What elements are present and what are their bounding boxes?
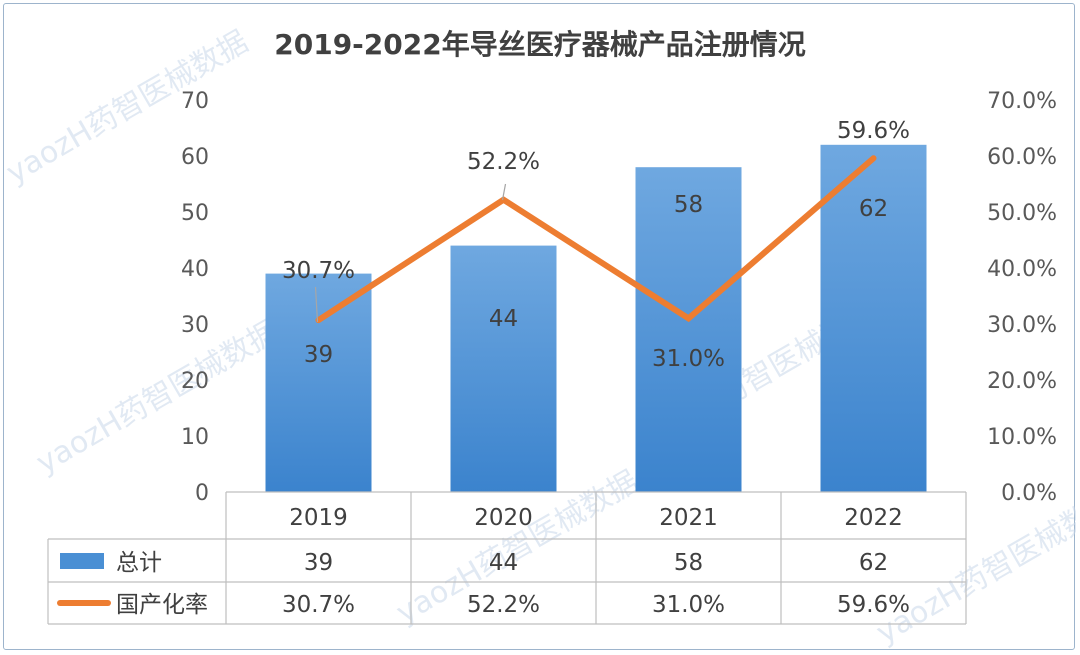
bar-data-label: 58: [674, 192, 703, 218]
bar: [635, 167, 742, 492]
line-series: [315, 155, 877, 324]
table-cell: 44: [489, 550, 518, 576]
watermark-text: yaozH药智医械数据: [4, 24, 254, 191]
right-tick-label: 30.0%: [987, 313, 1057, 338]
bar-data-labels: 39 44 58 62: [304, 192, 888, 368]
left-tick-label: 50: [181, 201, 209, 226]
data-table: 2019 2020 2021 2022 总计 39 44 58 62 国产化率 30.7% 52.2%…: [47, 491, 967, 625]
chart-title: 2019-2022年导丝医疗器械产品注册情况: [274, 28, 805, 61]
line-data-labels: 30.7% 52.2% 31.0% 59.6%: [282, 118, 910, 372]
bar-data-label: 44: [489, 306, 518, 332]
left-tick-label: 40: [181, 257, 209, 282]
right-tick-label: 60.0%: [987, 145, 1057, 170]
right-tick-label: 0.0%: [1001, 481, 1057, 506]
category-label: 2019: [289, 505, 348, 531]
bar: [820, 144, 927, 493]
category-label: 2021: [659, 505, 718, 531]
bar-data-label: 39: [304, 342, 333, 368]
left-tick-label: 10: [181, 425, 209, 450]
right-tick-label: 70.0%: [987, 89, 1057, 114]
rate-line: [315, 155, 877, 324]
left-tick-label: 20: [181, 369, 209, 394]
right-tick-label: 20.0%: [987, 369, 1057, 394]
left-axis-ticks: 0 10 20 30 40 50 60 70: [181, 89, 209, 506]
watermark-text: yaozH药智医械数据: [31, 314, 285, 481]
table-cell: 52.2%: [467, 592, 540, 618]
left-tick-label: 0: [195, 481, 209, 506]
rate-data-label: 31.0%: [652, 346, 725, 372]
right-tick-label: 10.0%: [987, 425, 1057, 450]
rate-data-label: 59.6%: [837, 118, 910, 144]
table-cell: 31.0%: [652, 592, 725, 618]
leader-line: [314, 286, 319, 323]
category-label: 2022: [844, 505, 903, 531]
table-cell: 39: [304, 550, 333, 576]
legend-bar-name: 总计: [116, 550, 162, 576]
chart-frame: yaozH药智医械数据 yaozH药智医械数据 yaozH药智医械数据 yaozH药智…: [3, 3, 1076, 651]
category-label: 2020: [474, 505, 533, 531]
table-cell: 62: [859, 550, 888, 576]
left-tick-label: 30: [181, 313, 209, 338]
legend-bar-swatch: [60, 553, 104, 569]
rate-data-label: 30.7%: [282, 258, 355, 284]
right-axis-ticks: 0.0% 10.0% 20.0% 30.0% 40.0% 50.0% 60.0% 70.0%: [987, 89, 1057, 506]
left-tick-label: 70: [181, 89, 209, 114]
legend-line-name: 国产化率: [116, 592, 208, 618]
right-tick-label: 40.0%: [987, 257, 1057, 282]
table-cell: 30.7%: [282, 592, 355, 618]
bar-data-label: 62: [859, 196, 888, 222]
bar: [450, 245, 557, 492]
bar: [265, 273, 372, 492]
right-tick-label: 50.0%: [987, 201, 1057, 226]
leader-line: [501, 183, 507, 201]
left-tick-label: 60: [181, 145, 209, 170]
bar-series: [265, 144, 927, 493]
table-cell: 58: [674, 550, 703, 576]
table-cell: 59.6%: [837, 592, 910, 618]
rate-data-label: 52.2%: [467, 149, 540, 175]
